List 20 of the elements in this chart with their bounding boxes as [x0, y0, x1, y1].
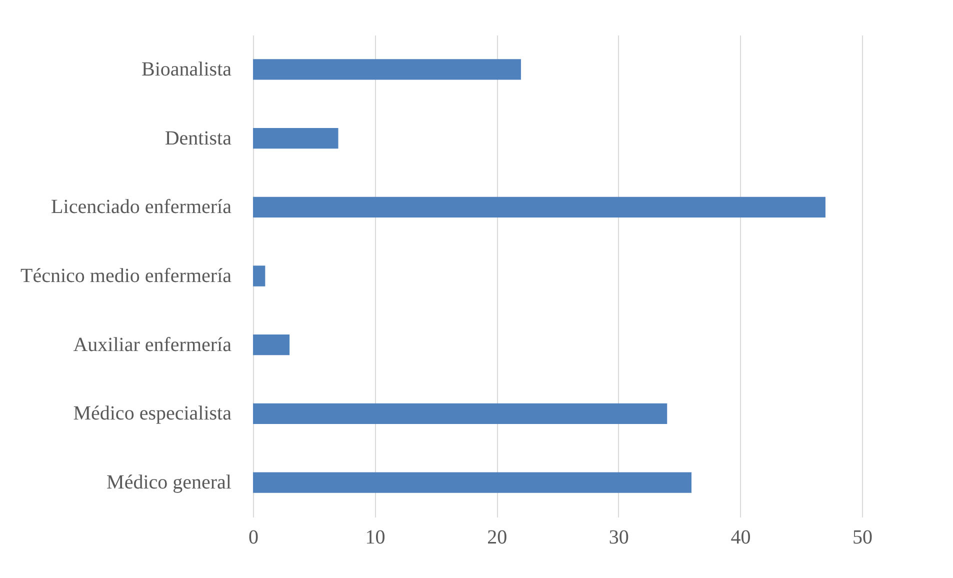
x-tick-label: 10 [365, 526, 386, 548]
bar [253, 334, 290, 356]
x-tick-label: 50 [852, 526, 872, 548]
y-tick-label: Médico general [106, 472, 232, 494]
y-tick-label: Técnico medio enfermería [20, 265, 232, 287]
y-tick-label: Auxiliar enfermería [73, 334, 232, 356]
x-tick-label: 30 [608, 526, 629, 548]
bar [253, 472, 692, 493]
x-tick-label: 20 [487, 526, 508, 548]
bar [253, 128, 338, 149]
bar [253, 403, 668, 424]
y-tick-label: Licenciado enfermería [51, 196, 232, 218]
x-tick-label: 40 [730, 526, 751, 548]
bar [253, 266, 266, 286]
y-tick-label: Médico especialista [73, 402, 232, 425]
x-tick-label: 0 [248, 526, 258, 548]
bar [253, 196, 826, 218]
y-tick-label: Dentista [164, 127, 232, 150]
y-tick-label: Bioanalista [142, 58, 232, 80]
bar [253, 59, 521, 80]
